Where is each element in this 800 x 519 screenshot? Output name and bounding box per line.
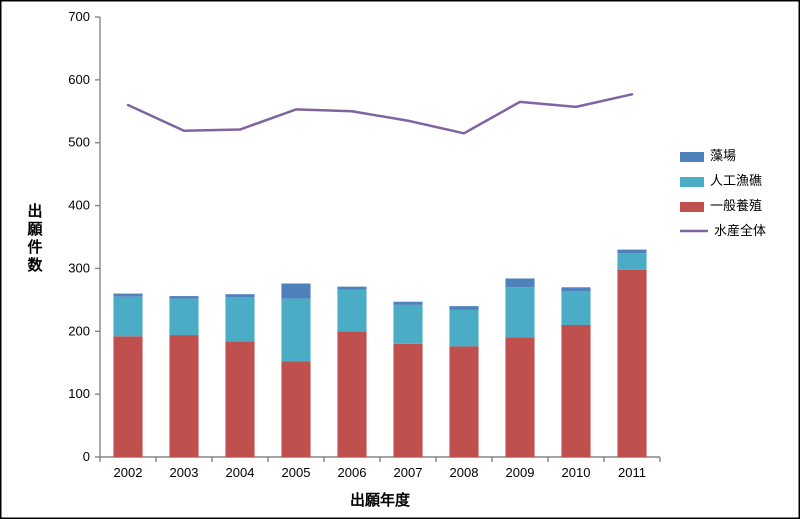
bar-jinkou (113, 297, 142, 337)
x-tick-label: 2006 (338, 465, 367, 480)
y-axis-label: 件 (27, 238, 42, 256)
y-tick-label: 600 (68, 72, 90, 87)
x-tick-label: 2009 (506, 465, 535, 480)
bar-ippan (169, 335, 198, 457)
y-axis-label: 数 (27, 256, 43, 274)
bar-jinkou (505, 287, 534, 337)
bar-jinkou (561, 291, 590, 325)
y-axis-label: 願 (27, 221, 43, 238)
y-tick-label: 300 (68, 260, 90, 275)
bar-jinkou (449, 310, 478, 346)
x-tick-label: 2005 (282, 465, 311, 480)
bar-moba (393, 302, 422, 305)
bar-ippan (281, 361, 310, 457)
y-tick-label: 400 (68, 198, 90, 213)
x-tick-label: 2004 (226, 465, 255, 480)
legend-label: 一般養殖 (710, 198, 762, 213)
bar-ippan (113, 336, 142, 457)
y-axis-label: 出 (27, 202, 42, 220)
legend-swatch (680, 202, 704, 212)
bar-jinkou (617, 253, 646, 269)
bar-moba (281, 284, 310, 299)
bar-jinkou (337, 290, 366, 331)
x-tick-label: 2007 (394, 465, 423, 480)
bar-jinkou (281, 299, 310, 362)
bar-moba (449, 306, 478, 310)
x-tick-label: 2002 (114, 465, 143, 480)
legend-swatch (680, 152, 704, 162)
y-tick-label: 0 (83, 449, 90, 464)
y-tick-label: 700 (68, 9, 90, 24)
bar-jinkou (169, 299, 198, 335)
bar-moba (337, 287, 366, 290)
x-axis-label: 出願年度 (350, 491, 411, 509)
bar-moba (225, 294, 254, 297)
bar-jinkou (393, 305, 422, 344)
y-tick-label: 100 (68, 386, 90, 401)
bar-moba (113, 294, 142, 297)
bar-moba (561, 287, 590, 291)
bar-ippan (393, 344, 422, 457)
bar-ippan (561, 325, 590, 457)
bar-ippan (505, 338, 534, 457)
bar-ippan (449, 346, 478, 457)
bar-ippan (617, 270, 646, 457)
x-tick-label: 2011 (618, 465, 646, 480)
legend-label: 人工漁礁 (710, 173, 762, 188)
bar-jinkou (225, 297, 254, 341)
chart-svg: 0 100 200 300 400 500 600 700 2002 2003 2004 2005 20… (0, 0, 800, 519)
bar-ippan (337, 331, 366, 457)
y-tick-label: 500 (68, 135, 90, 150)
x-tick-label: 2008 (450, 465, 479, 480)
bar-moba (617, 250, 646, 254)
bar-moba (505, 278, 534, 287)
x-tick-label: 2003 (170, 465, 199, 480)
bar-moba (169, 296, 198, 299)
legend-label: 藻場 (710, 148, 736, 163)
chart-container: 0 100 200 300 400 500 600 700 2002 2003 2004 2005 20… (0, 0, 800, 519)
legend-swatch (680, 177, 704, 187)
y-tick-label: 200 (68, 323, 90, 338)
x-tick-label: 2010 (562, 465, 591, 480)
legend-label: 水産全体 (714, 223, 766, 238)
line-suisan (128, 94, 632, 133)
bar-ippan (225, 341, 254, 457)
